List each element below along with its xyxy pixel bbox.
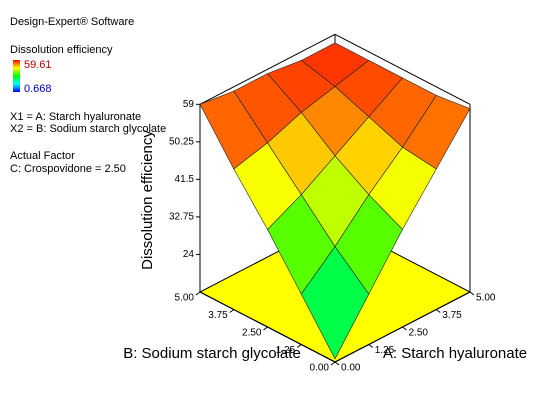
z-axis-label: Dissolution efficiency bbox=[139, 130, 156, 270]
x-tick bbox=[469, 291, 475, 296]
z-tick-label: 24 bbox=[183, 249, 195, 260]
x-tick-label: 2.50 bbox=[409, 328, 429, 339]
x-tick bbox=[368, 344, 374, 348]
frame-line bbox=[199, 33, 336, 105]
y-tick bbox=[229, 309, 235, 313]
variable-x2: X2 = B: Sodium starch glycolate bbox=[10, 123, 166, 135]
frame-line bbox=[199, 291, 336, 363]
y-tick bbox=[263, 326, 268, 331]
colorbar bbox=[13, 60, 20, 92]
y-tick-label: 1.25 bbox=[276, 345, 296, 356]
x-tick-label: 5.00 bbox=[476, 293, 496, 304]
y-tick bbox=[195, 291, 201, 296]
z-tick-label: 41.5 bbox=[175, 174, 195, 185]
y-tick bbox=[330, 361, 336, 366]
surface-cell bbox=[300, 246, 370, 360]
x-axis-label: A: Starch hyaluronate bbox=[383, 345, 527, 362]
colorbar-title: Dissolution efficiency bbox=[10, 44, 113, 56]
x-tick-label: 0.00 bbox=[341, 363, 361, 374]
z-tick-label: 50.25 bbox=[169, 136, 194, 147]
actual-factor-title: Actual Factor bbox=[10, 150, 75, 162]
y-tick-label: 0.00 bbox=[310, 363, 330, 374]
x-tick-label: 1.25 bbox=[375, 345, 395, 356]
frame-line bbox=[334, 33, 471, 105]
x-tick bbox=[435, 309, 441, 313]
colorbar-max: 59.61 bbox=[24, 59, 52, 71]
z-tick-label: 59 bbox=[183, 99, 195, 110]
y-tick-label: 2.50 bbox=[242, 328, 262, 339]
x-tick-label: 3.75 bbox=[442, 310, 462, 321]
y-tick-label: 5.00 bbox=[175, 293, 195, 304]
frame-line bbox=[334, 291, 471, 363]
variable-x1: X1 = A: Starch hyaluronate bbox=[10, 111, 141, 123]
software-name: Design-Expert® Software bbox=[10, 16, 134, 28]
x-tick bbox=[402, 326, 407, 331]
y-tick bbox=[296, 344, 302, 348]
actual-factor: C: Crospovidone = 2.50 bbox=[10, 163, 126, 175]
x-tick bbox=[334, 361, 340, 366]
colorbar-min: 0.668 bbox=[24, 83, 52, 95]
z-tick-label: 32.75 bbox=[169, 212, 194, 223]
y-tick-label: 3.75 bbox=[208, 310, 228, 321]
y-axis-label: B: Sodium starch glycolate bbox=[123, 345, 301, 362]
